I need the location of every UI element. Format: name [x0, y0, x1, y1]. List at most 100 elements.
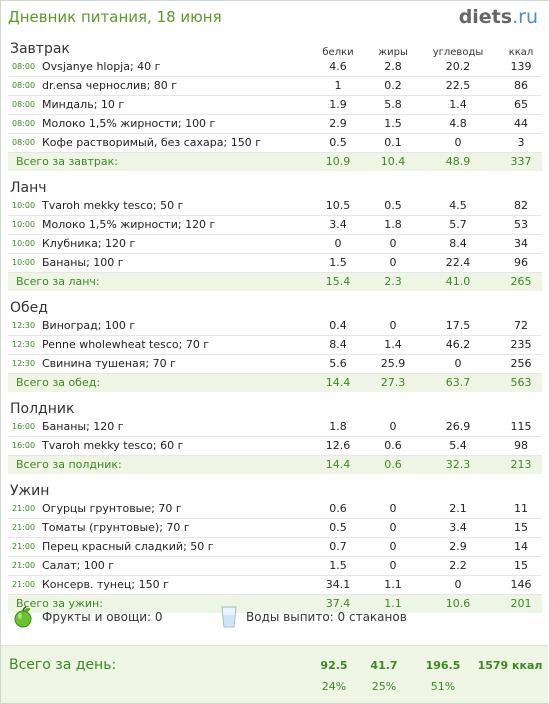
food-carbs: 0	[454, 357, 462, 370]
meal-name: Полдник	[10, 401, 75, 417]
food-name[interactable]: Penne wholewheat tesco; 70 г	[42, 338, 210, 351]
meal-total-row: Всего за полдник: 14.4 0.6 32.3 213	[8, 456, 542, 474]
food-name[interactable]: Консерв. тунец; 150 г	[42, 578, 169, 591]
meal-total-kcal: 563	[510, 376, 532, 389]
day-total-label: Всего за день:	[9, 657, 117, 673]
food-kcal: 235	[510, 338, 532, 351]
meal-total-protein: 14.4	[325, 376, 351, 389]
food-name[interactable]: Молоко 1,5% жирности; 120 г	[42, 218, 216, 231]
food-row[interactable]: 10:00 Tvaroh mekky tesco; 50 г 10.5 0.5 4.5 8…	[8, 197, 542, 216]
food-time: 10:00	[12, 239, 36, 248]
meal-total-row: Всего за ужин: 37.4 1.1 10.6 201	[8, 595, 542, 613]
meals-container: Завтрак белки жиры углеводы ккал 08:00 Ovsjany…	[8, 38, 542, 619]
food-row[interactable]: 10:00 Клубника; 120 г 0 0 8.4 34	[8, 235, 542, 254]
food-row[interactable]: 21:00 Огурцы грунтовые; 70 г 0.6 0 2.1 11	[8, 500, 542, 519]
food-protein: 1.5	[329, 256, 347, 269]
food-protein: 0.4	[329, 319, 347, 332]
food-row[interactable]: 21:00 Салат; 100 г 1.5 0 2.2 15	[8, 557, 542, 576]
food-protein: 8.4	[329, 338, 347, 351]
food-kcal: 98	[514, 439, 528, 452]
meal-header: Ужин	[8, 480, 542, 500]
food-kcal: 256	[510, 357, 532, 370]
food-row[interactable]: 08:00 Кофе растворимый, без сахара; 150 г…	[8, 134, 542, 153]
food-protein: 0.6	[329, 502, 347, 515]
food-time: 08:00	[12, 138, 36, 147]
food-row[interactable]: 12:30 Виноград; 100 г 0.4 0 17.5 72	[8, 317, 542, 336]
food-carbs: 2.2	[449, 559, 467, 572]
food-time: 21:00	[12, 542, 36, 551]
site-logo[interactable]: diets.ru	[459, 6, 538, 28]
food-row[interactable]: 08:00 Ovsjanye hlopja; 40 г 4.6 2.8 20.2 139	[8, 58, 542, 77]
food-time: 21:00	[12, 561, 36, 570]
food-fat: 0	[389, 420, 397, 433]
food-fat: 0.5	[384, 199, 402, 212]
meal-total-kcal: 213	[510, 458, 532, 471]
food-kcal: 96	[514, 256, 528, 269]
food-protein: 0.5	[329, 136, 347, 149]
food-kcal: 34	[514, 237, 528, 250]
food-time: 08:00	[12, 62, 36, 71]
food-row[interactable]: 12:30 Свинина тушеная; 70 г 5.6 25.9 0 256	[8, 355, 542, 374]
food-fat: 1.8	[384, 218, 402, 231]
food-row[interactable]: 08:00 dr.ensa чернослив; 80 г 1 0.2 22.5 86	[8, 77, 542, 96]
meal-total-fat: 10.4	[380, 155, 406, 168]
food-name[interactable]: Tvaroh mekky tesco; 50 г	[42, 199, 184, 212]
fruits-veggies-count: Фрукты и овощи: 0	[42, 610, 163, 624]
food-fat: 0.1	[384, 136, 402, 149]
food-name[interactable]: Миндаль; 10 г	[42, 98, 125, 111]
food-kcal: 139	[510, 60, 532, 73]
food-carbs: 5.7	[449, 218, 467, 231]
food-carbs: 22.5	[445, 79, 471, 92]
logo-tld: .ru	[512, 6, 538, 28]
food-name[interactable]: Салат; 100 г	[42, 559, 115, 572]
food-kcal: 146	[510, 578, 532, 591]
food-name[interactable]: Перец красный сладкий; 50 г	[42, 540, 214, 553]
food-name[interactable]: Молоко 1,5% жирности; 100 г	[42, 117, 216, 130]
food-name[interactable]: Ovsjanye hlopja; 40 г	[42, 60, 161, 73]
food-carbs: 4.5	[449, 199, 467, 212]
extras-bar: Фрукты и овощи: 0 Воды выпито: 0 стакано…	[8, 604, 542, 630]
food-row[interactable]: 10:00 Бананы; 100 г 1.5 0 22.4 96	[8, 254, 542, 273]
food-name[interactable]: Огурцы грунтовые; 70 г	[42, 502, 182, 515]
food-name[interactable]: Tvaroh mekky tesco; 60 г	[42, 439, 184, 452]
food-name[interactable]: Бананы; 100 г	[42, 256, 124, 269]
food-protein: 3.4	[329, 218, 347, 231]
meal-total-kcal: 337	[510, 155, 532, 168]
food-kcal: 65	[514, 98, 528, 111]
food-name[interactable]: Кофе растворимый, без сахара; 150 г	[42, 136, 261, 149]
food-fat: 0	[389, 559, 397, 572]
food-protein: 0.7	[329, 540, 347, 553]
food-name[interactable]: Бананы; 120 г	[42, 420, 124, 433]
food-name[interactable]: Клубника; 120 г	[42, 237, 136, 250]
food-kcal: 11	[514, 502, 528, 515]
food-kcal: 15	[514, 559, 528, 572]
food-protein: 1.5	[329, 559, 347, 572]
meal-total-fat: 1.1	[384, 597, 402, 610]
logo-main: diets	[458, 6, 513, 28]
food-row[interactable]: 08:00 Молоко 1,5% жирности; 100 г 2.9 1.5 4.…	[8, 115, 542, 134]
food-name[interactable]: Виноград; 100 г	[42, 319, 136, 332]
column-header-fat: жиры	[378, 47, 408, 58]
meal-total-carbs: 41.0	[445, 275, 471, 288]
food-carbs: 2.9	[449, 540, 467, 553]
food-row[interactable]: 08:00 Миндаль; 10 г 1.9 5.8 1.4 65	[8, 96, 542, 115]
food-time: 10:00	[12, 258, 36, 267]
food-row[interactable]: 12:30 Penne wholewheat tesco; 70 г 8.4 1.4 4…	[8, 336, 542, 355]
food-fat: 0	[389, 319, 397, 332]
food-name[interactable]: Свинина тушеная; 70 г	[42, 357, 176, 370]
meal-total-row: Всего за ланч: 15.4 2.3 41.0 265	[8, 273, 542, 291]
food-name[interactable]: dr.ensa чернослив; 80 г	[42, 79, 178, 92]
food-row[interactable]: 21:00 Перец красный сладкий; 50 г 0.7 0 2.9 1…	[8, 538, 542, 557]
food-row[interactable]: 16:00 Бананы; 120 г 1.8 0 26.9 115	[8, 418, 542, 437]
food-row[interactable]: 21:00 Консерв. тунец; 150 г 34.1 1.1 0 146	[8, 576, 542, 595]
meal-section: Ужин 21:00 Огурцы грунтовые; 70 г 0.6 0 2.1 11…	[8, 480, 542, 613]
food-row[interactable]: 10:00 Молоко 1,5% жирности; 120 г 3.4 1.8 5.…	[8, 216, 542, 235]
food-row[interactable]: 21:00 Томаты (грунтовые); 70 г 0.5 0 3.4 15	[8, 519, 542, 538]
day-protein: 92.5	[320, 659, 348, 672]
glass-icon	[221, 606, 237, 628]
food-protein: 1.9	[329, 98, 347, 111]
food-time: 16:00	[12, 422, 36, 431]
food-name[interactable]: Томаты (грунтовые); 70 г	[42, 521, 190, 534]
water-drunk-count: Воды выпито: 0 стаканов	[246, 610, 407, 624]
food-row[interactable]: 16:00 Tvaroh mekky tesco; 60 г 12.6 0.6 5.4 9…	[8, 437, 542, 456]
